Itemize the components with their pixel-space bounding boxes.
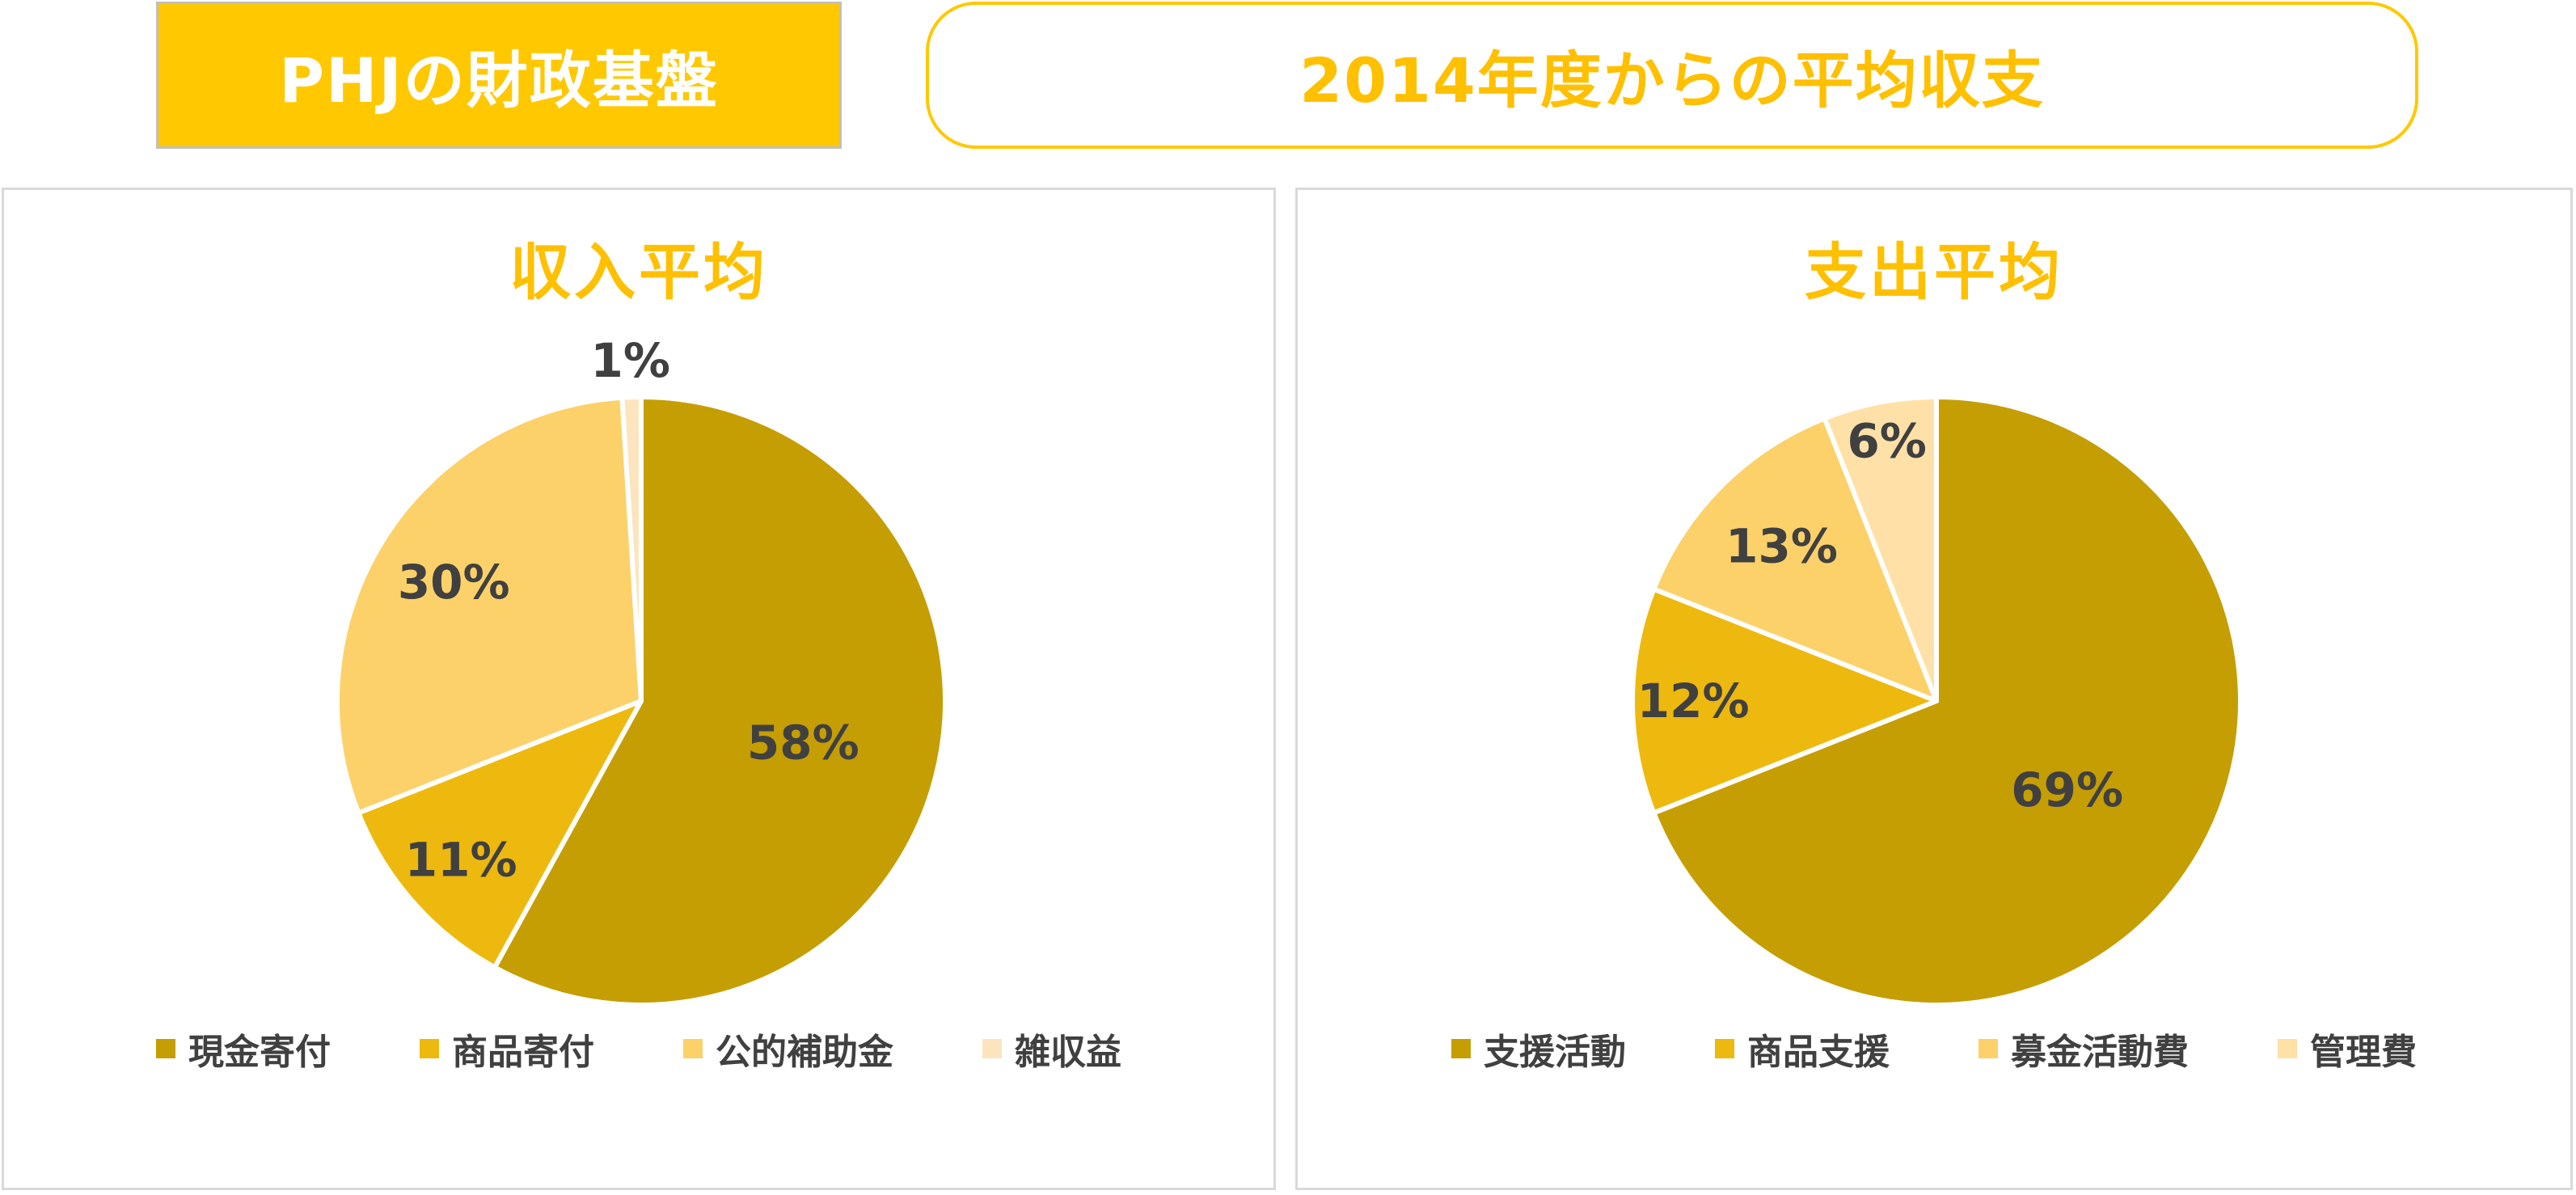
slice-cash-donation <box>492 395 948 1007</box>
legend-item-support-activities: 支援活動 <box>1451 1023 1626 1075</box>
legend-item-fundraising-cost: 募金活動費 <box>1978 1023 2189 1075</box>
legend-swatch <box>1715 1039 1734 1058</box>
slice-misc-income <box>619 395 644 703</box>
legend-label: 商品寄付 <box>452 1032 594 1073</box>
legend-item-goods-support: 商品支援 <box>1715 1023 1890 1075</box>
legend-label: 現金寄付 <box>188 1032 331 1073</box>
subtitle: 2014年度からの平均収支 <box>1299 44 2045 116</box>
data-label: 6% <box>1847 414 1926 469</box>
income-chart-panel: 収入平均 58% 11% 30% 1% 現金寄付 商品寄付 公的補助金 雑収益 <box>2 188 1276 1190</box>
income-chart-title: 収入平均 <box>509 236 768 308</box>
legend-label: 公的補助金 <box>716 1032 893 1073</box>
expense-pie-chart: 69% 12% 13%6% <box>1630 395 2243 1007</box>
data-label: 30% <box>398 555 510 610</box>
legend-item-admin-cost: 管理費 <box>2278 1023 2417 1075</box>
subtitle-banner: 2014年度からの平均収支 <box>926 2 2418 149</box>
legend-swatch <box>683 1039 703 1058</box>
legend-swatch <box>1978 1039 1998 1058</box>
legend-label: 雑収益 <box>1015 1032 1121 1073</box>
legend-item-cash-donation: 現金寄付 <box>156 1023 331 1075</box>
data-label: 1% <box>591 333 670 388</box>
data-label: 12% <box>1637 674 1750 728</box>
data-label: 69% <box>2011 762 2123 817</box>
expense-chart-panel: 支出平均 69% 12% 13% 6% 支援活動 商品支援 募金活動費 管理費 <box>1295 188 2573 1190</box>
legend-label: 管理費 <box>2310 1032 2417 1073</box>
legend-swatch <box>982 1039 1002 1058</box>
data-label: 13% <box>1725 519 1838 574</box>
slice-goods-donation <box>356 699 644 970</box>
expense-legend: 支援活動 商品支援 募金活動費 管理費 <box>1298 1023 2570 1075</box>
legend-item-public-subsidy: 公的補助金 <box>683 1023 893 1075</box>
legend-item-goods-donation: 商品寄付 <box>420 1023 594 1075</box>
slice-public-subsidy <box>335 395 644 816</box>
slice-admin-cost <box>1822 395 1939 703</box>
income-pie-chart: 58% 11% 30% 1% <box>335 333 948 1007</box>
legend-swatch <box>1451 1039 1471 1058</box>
legend-label: 商品支援 <box>1747 1032 1890 1073</box>
slice-fundraising-cost <box>1651 416 1939 703</box>
data-label: 11% <box>405 832 517 887</box>
slice-goods-support <box>1630 586 1939 816</box>
legend-label: 支援活動 <box>1484 1032 1626 1073</box>
data-label: 58% <box>747 715 859 770</box>
slice-support-activities <box>1651 395 2243 1007</box>
page-title-badge: PHJの財政基盤 <box>156 2 842 149</box>
expense-chart-title: 支出平均 <box>1805 236 2063 308</box>
income-legend: 現金寄付 商品寄付 公的補助金 雑収益 <box>4 1023 1273 1075</box>
legend-swatch <box>2278 1039 2297 1058</box>
legend-swatch <box>420 1039 439 1058</box>
legend-item-misc-income: 雑収益 <box>982 1023 1121 1075</box>
legend-swatch <box>156 1039 175 1058</box>
legend-label: 募金活動費 <box>2011 1032 2189 1073</box>
page-title: PHJの財政基盤 <box>279 44 719 116</box>
